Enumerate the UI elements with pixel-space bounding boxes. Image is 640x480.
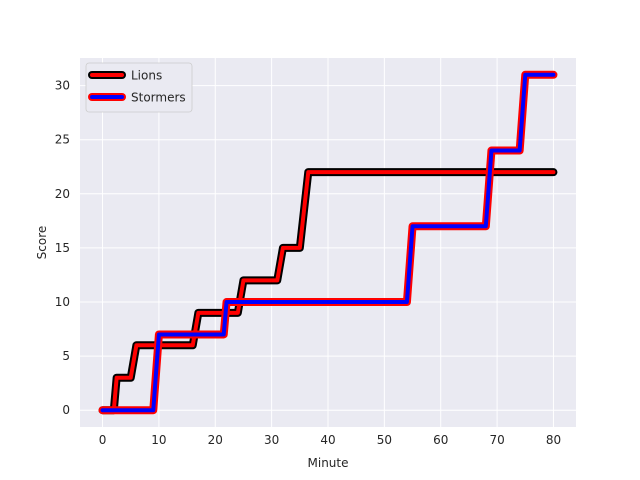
legend: Lions Stormers [85, 62, 193, 113]
x-tick-label: 70 [489, 433, 504, 447]
x-tick-label: 20 [208, 433, 223, 447]
y-axis-label: Score [35, 226, 49, 260]
tick-labels: 0 10 20 30 40 50 60 70 80 0 5 10 15 20 25 30 [55, 79, 561, 447]
series-layer [98, 70, 558, 415]
y-tick-label: 25 [55, 133, 70, 147]
y-tick-label: 30 [55, 79, 70, 93]
y-tick-label: 15 [55, 241, 70, 255]
x-tick-label: 40 [320, 433, 335, 447]
legend-label-lions: Lions [131, 69, 162, 83]
x-tick-label: 50 [377, 433, 392, 447]
y-tick-label: 5 [62, 349, 70, 363]
x-axis-label: Minute [308, 456, 349, 470]
legend-label-stormers: Stormers [131, 91, 186, 105]
y-tick-label: 20 [55, 187, 70, 201]
x-tick-label: 80 [546, 433, 561, 447]
series-line-stormers [100, 72, 556, 413]
y-tick-label: 10 [55, 295, 70, 309]
x-tick-label: 30 [264, 433, 279, 447]
y-tick-label: 0 [62, 403, 70, 417]
x-tick-label: 10 [151, 433, 166, 447]
grid-lines [80, 58, 576, 427]
x-tick-label: 60 [433, 433, 448, 447]
x-tick-label: 0 [99, 433, 107, 447]
